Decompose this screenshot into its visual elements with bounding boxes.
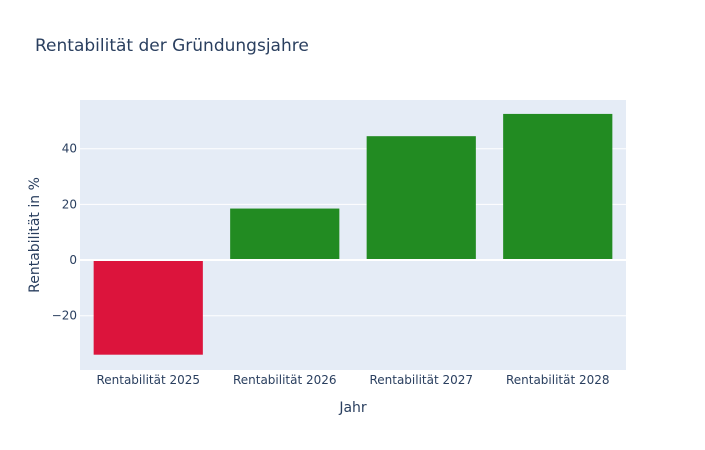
y-tick-label: −20 [52,309,77,323]
x-tick-label: Rentabilität 2028 [506,373,610,387]
x-tick-labels: Rentabilität 2025 Rentabilität 2026 Rentab… [96,373,609,387]
x-axis-title: Jahr [338,400,367,416]
bar [503,113,613,261]
x-tick-label: Rentabilität 2025 [96,373,200,387]
x-tick-label: Rentabilität 2026 [233,373,337,387]
bars [93,113,613,355]
bar [366,136,476,261]
y-tick-label: 0 [69,253,77,267]
bar [93,260,203,355]
y-tick-labels: −20 0 20 40 [52,142,77,323]
chart-title: Rentabilität der Gründungsjahre [35,36,309,56]
y-axis-title: Rentabilität in % [27,177,43,293]
y-tick-label: 40 [62,142,77,156]
x-tick-label: Rentabilität 2027 [369,373,473,387]
y-tick-label: 20 [62,197,77,211]
bar [230,208,340,261]
